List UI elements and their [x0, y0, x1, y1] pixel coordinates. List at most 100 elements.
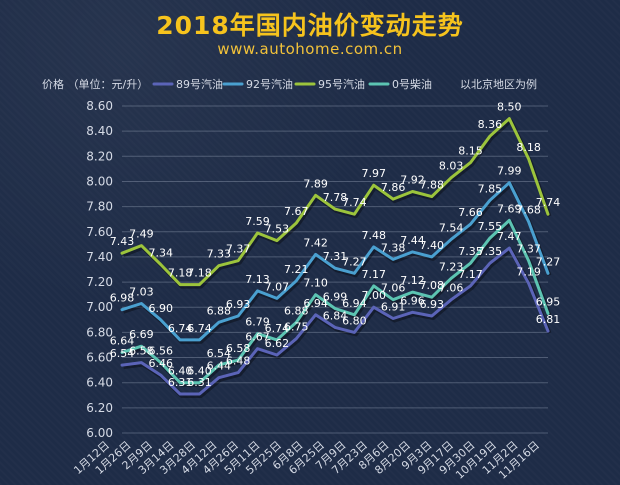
data-label: 6.90 — [148, 302, 173, 315]
data-label: 6.80 — [342, 314, 367, 327]
y-tick-label: 7.80 — [86, 200, 113, 214]
data-label: 6.94 — [342, 297, 367, 310]
data-label: 6.46 — [148, 357, 173, 370]
data-label: 7.06 — [381, 282, 406, 295]
data-label: 8.03 — [439, 160, 464, 173]
y-tick-label: 7.20 — [86, 275, 113, 289]
data-label: 6.40 — [168, 365, 193, 378]
data-label: 6.88 — [284, 304, 309, 317]
data-label: 7.55 — [478, 220, 503, 233]
data-label: 6.99 — [323, 290, 348, 303]
data-label: 7.07 — [265, 280, 290, 293]
y-axis-ticks: 6.00 6.20 6.40 6.60 6.80 7.00 7.20 7.40 7.60 7.80… — [86, 99, 113, 440]
legend-label: 95号汽油 — [318, 77, 365, 91]
data-label: 7.18 — [187, 267, 212, 280]
data-label: 6.58 — [129, 345, 154, 358]
y-tick-label: 6.00 — [86, 426, 113, 440]
data-label: 7.49 — [129, 228, 154, 241]
y-tick-label: 7.40 — [86, 250, 113, 264]
data-label: 7.03 — [129, 285, 154, 298]
data-label: 6.93 — [420, 298, 445, 311]
series-line — [120, 218, 550, 385]
data-label: 6.91 — [381, 301, 406, 314]
data-label: 7.74 — [536, 196, 561, 209]
data-label: 7.31 — [323, 250, 348, 263]
data-label: 7.89 — [303, 177, 328, 190]
data-label: 7.34 — [148, 246, 173, 259]
data-label: 7.66 — [458, 206, 483, 219]
data-label: 6.96 — [400, 294, 425, 307]
data-label: 7.67 — [284, 205, 309, 218]
data-label: 7.69 — [497, 202, 522, 215]
y-tick-label: 6.60 — [86, 351, 113, 365]
data-label: 7.97 — [361, 167, 386, 180]
data-label: 7.99 — [497, 165, 522, 178]
data-label: 6.94 — [303, 297, 328, 310]
data-label: 7.88 — [420, 179, 445, 192]
data-label: 7.35 — [478, 245, 503, 258]
data-label: 7.37 — [226, 243, 251, 256]
data-label: 7.48 — [361, 229, 386, 242]
series-line — [120, 246, 550, 396]
data-label: 7.19 — [516, 265, 541, 278]
legend-label: 92号汽油 — [246, 77, 293, 91]
y-tick-label: 6.40 — [86, 376, 113, 390]
data-label: 7.12 — [400, 274, 425, 287]
data-label: 7.13 — [245, 273, 270, 286]
data-label: 6.48 — [226, 355, 251, 368]
data-label: 6.98 — [110, 292, 135, 305]
y-tick-label: 8.00 — [86, 174, 113, 188]
data-label: 7.27 — [342, 255, 367, 268]
data-label: 6.58 — [226, 342, 251, 355]
data-label: 7.08 — [420, 279, 445, 292]
data-label: 7.54 — [439, 221, 464, 234]
data-label: 6.84 — [323, 309, 348, 322]
data-label: 7.44 — [400, 234, 425, 247]
data-label: 6.44 — [207, 360, 232, 373]
data-label: 7.17 — [361, 268, 386, 281]
data-label: 6.40 — [187, 365, 212, 378]
data-label: 6.67 — [245, 331, 270, 344]
data-label: 6.74 — [187, 322, 212, 335]
data-label: 7.85 — [478, 182, 503, 195]
data-label: 7.00 — [361, 289, 386, 302]
y-tick-label: 6.20 — [86, 401, 113, 415]
y-tick-label: 8.60 — [86, 99, 113, 113]
data-label: 7.35 — [458, 245, 483, 258]
legend: 89号汽油 92号汽油 95号汽油 0号柴油 — [152, 77, 432, 91]
data-label: 6.74 — [265, 322, 290, 335]
y-tick-label: 8.20 — [86, 149, 113, 163]
data-label: 6.31 — [187, 376, 212, 389]
data-label: 6.31 — [168, 376, 193, 389]
data-label: 7.68 — [516, 204, 541, 217]
data-label: 7.23 — [439, 260, 464, 273]
data-label: 6.81 — [536, 313, 561, 326]
region-note: 以北京地区为例 — [460, 77, 537, 91]
data-labels: 6.546.586.466.316.316.446.486.676.626.75… — [110, 101, 561, 389]
data-label: 6.74 — [168, 322, 193, 335]
data-label: 7.86 — [381, 181, 406, 194]
x-axis-ticks: 1月12日1月26日2月9日3月14日3月28日4月12日4月26日5月11日5… — [71, 439, 542, 482]
data-label: 7.74 — [342, 196, 367, 209]
data-label: 7.21 — [284, 263, 309, 276]
data-label: 6.62 — [265, 337, 290, 350]
series-shadow — [122, 118, 552, 289]
data-label: 7.42 — [303, 236, 328, 249]
data-label: 7.17 — [458, 268, 483, 281]
data-label: 7.59 — [245, 215, 270, 228]
y-tick-label: 6.80 — [86, 325, 113, 339]
series-line — [120, 117, 550, 287]
source-url: www.autohome.com.cn — [217, 40, 403, 58]
data-label: 8.36 — [478, 118, 503, 131]
data-label: 6.95 — [536, 296, 561, 309]
data-label: 7.38 — [381, 241, 406, 254]
legend-label: 0号柴油 — [392, 77, 432, 91]
data-label: 6.69 — [129, 328, 154, 341]
data-label: 6.75 — [284, 321, 309, 334]
data-label: 7.43 — [110, 235, 135, 248]
data-label: 8.15 — [458, 145, 483, 158]
data-label: 6.93 — [226, 298, 251, 311]
legend-label: 89号汽油 — [176, 77, 223, 91]
chart-title: 2018年国内油价变动走势 — [156, 11, 464, 40]
data-label: 6.88 — [207, 304, 232, 317]
